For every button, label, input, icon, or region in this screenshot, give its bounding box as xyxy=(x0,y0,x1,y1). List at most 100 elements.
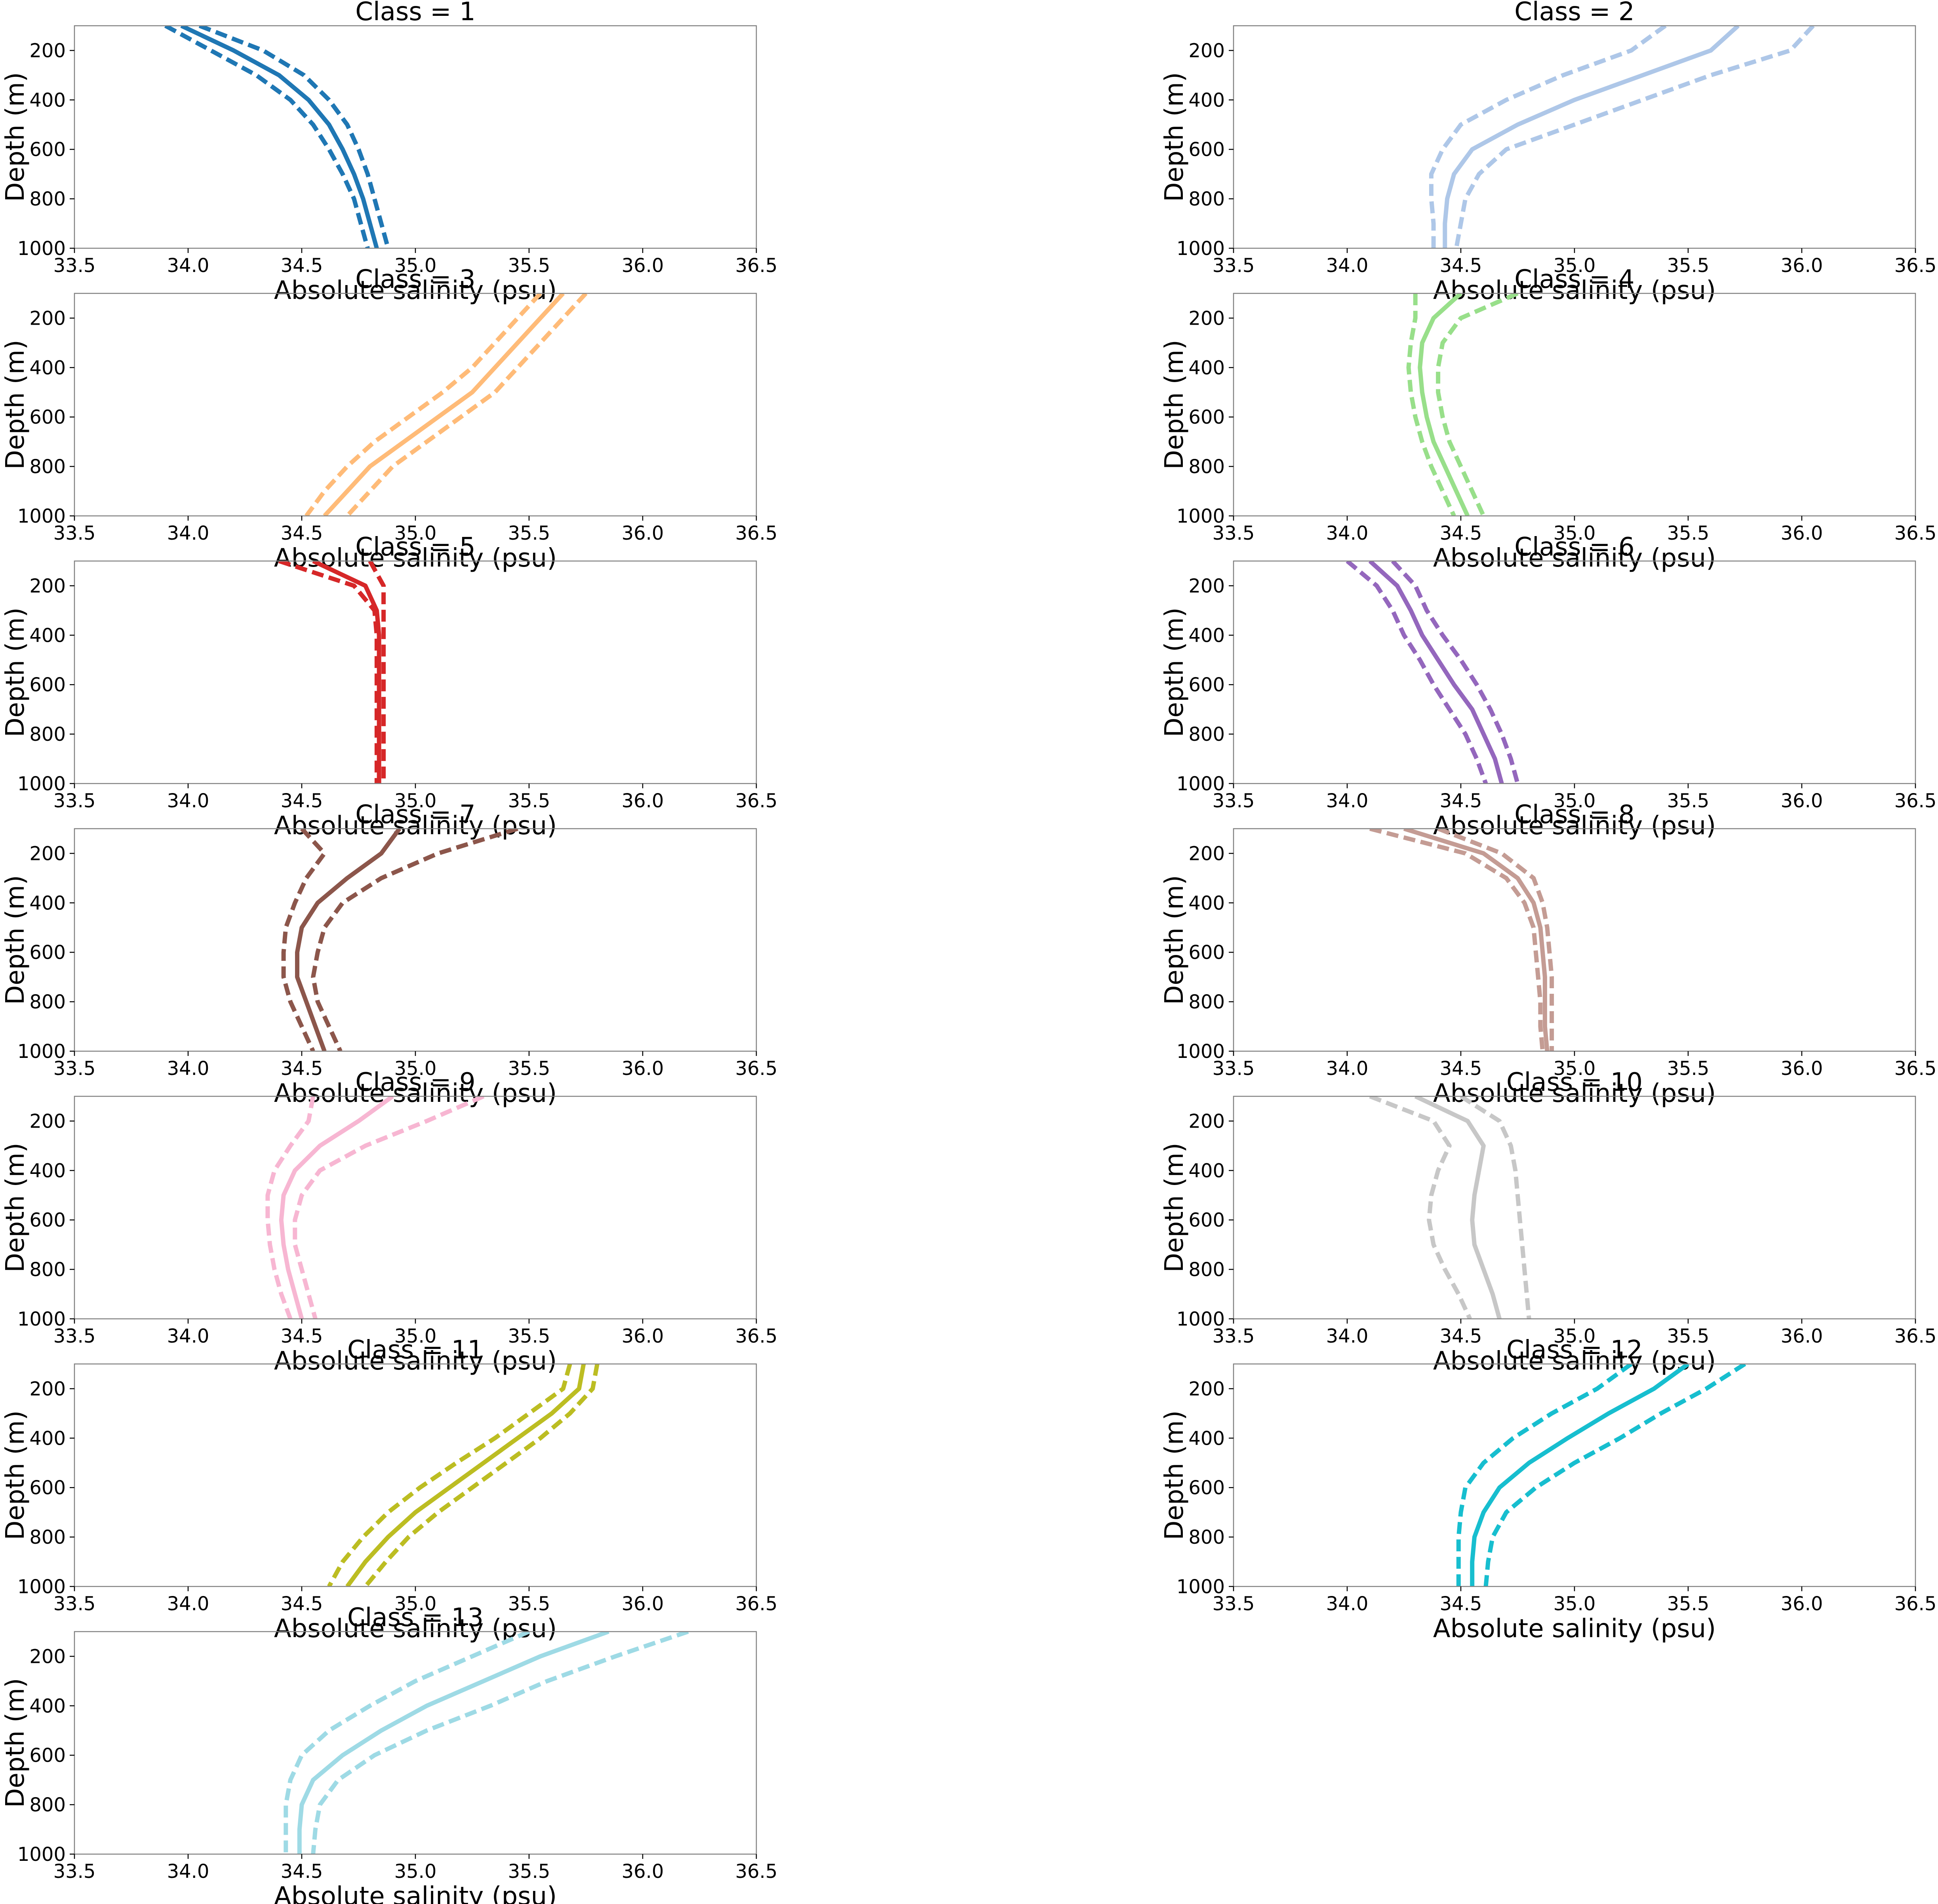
mean-profile-line xyxy=(1403,829,1550,1051)
y-tick-label: 600 xyxy=(1188,942,1225,964)
subplot-class-6: 33.5 34.0 34.5 35.0 35.5 36.0 36.5 200 400 600 800… xyxy=(1160,533,1936,841)
y-tick-label: 200 xyxy=(29,40,66,62)
x-tick-label: 35.0 xyxy=(1553,790,1596,812)
upper-bound-line xyxy=(1437,829,1554,1051)
mean-profile-line xyxy=(295,829,402,1051)
lower-bound-line xyxy=(1369,829,1545,1051)
x-tick-label: 34.5 xyxy=(1440,790,1482,812)
y-axis-label: Depth (m) xyxy=(1,340,30,470)
y-tick-label: 800 xyxy=(29,1794,66,1816)
subplot-class-12: 33.5 34.0 34.5 35.0 35.5 36.0 36.5 200 400 600 800… xyxy=(1160,1335,1936,1643)
y-axis-label: Depth (m) xyxy=(1,72,30,202)
x-tick-label: 36.5 xyxy=(1894,1593,1937,1615)
x-tick-label: 34.5 xyxy=(281,1860,323,1883)
y-tick-label: 1000 xyxy=(17,1576,66,1598)
upper-bound-line xyxy=(311,829,518,1051)
y-axis-label: Depth (m) xyxy=(1160,607,1189,737)
x-tick-label: 33.5 xyxy=(1213,255,1255,277)
x-tick-label: 33.5 xyxy=(53,255,96,277)
upper-bound-line xyxy=(368,561,386,784)
x-tick-label: 34.0 xyxy=(167,1593,209,1615)
x-tick-label: 35.5 xyxy=(508,1058,550,1080)
x-tick-label: 33.5 xyxy=(53,790,96,812)
x-tick-label: 35.5 xyxy=(1667,790,1710,812)
y-axis-label: Depth (m) xyxy=(1160,875,1189,1005)
x-tick-label: 34.0 xyxy=(1326,1058,1369,1080)
subplot-class-3: 33.5 34.0 34.5 35.0 35.5 36.0 36.5 200 400 600 800… xyxy=(1,265,777,573)
y-tick-label: 400 xyxy=(1188,624,1225,647)
y-tick-label: 400 xyxy=(29,89,66,111)
subplot-class-11: 33.5 34.0 34.5 35.0 35.5 36.0 36.5 200 400 600 800… xyxy=(1,1335,777,1643)
mean-profile-line xyxy=(345,1364,586,1586)
y-tick-label: 200 xyxy=(1188,307,1225,329)
x-tick-label: 36.0 xyxy=(1781,255,1823,277)
x-tick-label: 33.5 xyxy=(53,1593,96,1615)
y-tick-label: 600 xyxy=(29,1477,66,1499)
y-tick-label: 600 xyxy=(1188,1209,1225,1231)
lower-bound-line xyxy=(1429,26,1667,248)
y-tick-label: 800 xyxy=(29,723,66,746)
x-axis-label: Absolute salinity (psu) xyxy=(1433,1079,1716,1108)
x-tick-label: 36.5 xyxy=(735,255,778,277)
x-tick-label: 34.5 xyxy=(281,1325,323,1347)
x-tick-label: 36.0 xyxy=(1781,1058,1823,1080)
y-tick-label: 800 xyxy=(1188,456,1225,478)
upper-bound-line xyxy=(345,293,588,516)
axes-frame xyxy=(1233,293,1916,517)
x-tick-label: 35.5 xyxy=(508,1593,550,1615)
x-tick-label: 35.5 xyxy=(1667,1325,1710,1347)
y-tick-label: 200 xyxy=(29,575,66,597)
lower-bound-line xyxy=(1369,1096,1472,1319)
mean-profile-line xyxy=(1470,1364,1690,1586)
mean-profile-line xyxy=(323,293,565,516)
y-axis-label: Depth (m) xyxy=(1160,1143,1189,1273)
x-tick-label: 35.5 xyxy=(508,255,550,277)
y-axis-label: Depth (m) xyxy=(1,1410,30,1540)
x-axis-label: Absolute salinity (psu) xyxy=(274,1347,557,1376)
x-tick-label: 35.0 xyxy=(394,255,437,277)
x-tick-label: 36.0 xyxy=(1781,522,1823,544)
axes-frame xyxy=(1233,1096,1916,1320)
y-tick-label: 800 xyxy=(1188,1526,1225,1548)
x-tick-label: 34.5 xyxy=(1440,1593,1482,1615)
y-tick-label: 400 xyxy=(29,892,66,914)
subplot-title: Class = 3 xyxy=(355,265,475,294)
y-tick-label: 600 xyxy=(29,1209,66,1231)
x-tick-label: 34.5 xyxy=(281,1058,323,1080)
y-tick-label: 200 xyxy=(29,307,66,329)
x-tick-label: 36.5 xyxy=(1894,790,1937,812)
x-tick-label: 36.5 xyxy=(735,1325,778,1347)
x-tick-label: 35.0 xyxy=(394,1325,437,1347)
axes-frame xyxy=(74,1631,757,1855)
lower-bound-line xyxy=(1406,293,1456,516)
y-tick-label: 800 xyxy=(29,188,66,210)
x-tick-label: 33.5 xyxy=(1213,522,1255,544)
y-tick-label: 200 xyxy=(1188,40,1225,62)
x-axis-label: Absolute salinity (psu) xyxy=(1433,811,1716,841)
y-tick-label: 800 xyxy=(29,1526,66,1548)
x-tick-label: 34.0 xyxy=(167,790,209,812)
x-tick-label: 35.0 xyxy=(1553,255,1596,277)
mean-profile-line xyxy=(1418,293,1470,516)
y-tick-label: 600 xyxy=(1188,406,1225,428)
x-tick-label: 36.0 xyxy=(622,1860,664,1883)
subplot-class-2: 33.5 34.0 34.5 35.0 35.5 36.0 36.5 200 400 600 800… xyxy=(1160,0,1936,305)
upper-bound-line xyxy=(1391,561,1520,784)
y-tick-label: 600 xyxy=(29,1744,66,1767)
mean-profile-line xyxy=(1368,561,1504,784)
y-tick-label: 1000 xyxy=(1177,1308,1225,1330)
axes-frame xyxy=(74,1096,757,1320)
y-tick-label: 1000 xyxy=(1177,505,1225,527)
y-tick-label: 400 xyxy=(1188,357,1225,379)
x-tick-label: 33.5 xyxy=(1213,790,1255,812)
x-axis-label: Absolute salinity (psu) xyxy=(1433,544,1716,573)
x-tick-label: 34.0 xyxy=(1326,255,1369,277)
y-tick-label: 600 xyxy=(1188,674,1225,696)
mean-profile-line xyxy=(180,26,379,248)
y-tick-label: 400 xyxy=(29,1427,66,1449)
x-tick-label: 34.0 xyxy=(167,522,209,544)
upper-bound-line xyxy=(1436,293,1519,516)
x-tick-label: 34.0 xyxy=(167,1860,209,1883)
x-tick-label: 36.5 xyxy=(735,790,778,812)
y-tick-label: 800 xyxy=(1188,188,1225,210)
